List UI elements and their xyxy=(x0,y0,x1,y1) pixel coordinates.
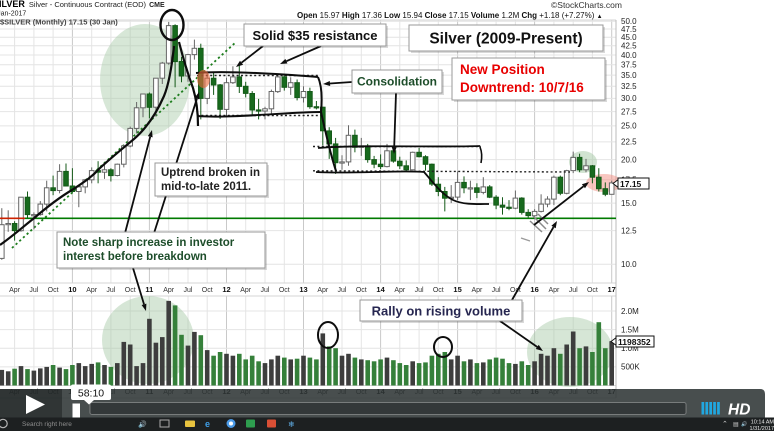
svg-text:interest before breakdown: interest before breakdown xyxy=(63,251,207,263)
svg-text:16: 16 xyxy=(530,285,538,294)
svg-text:Apr: Apr xyxy=(9,287,21,294)
svg-text:Oct: Oct xyxy=(587,287,598,294)
svg-text:Apr: Apr xyxy=(471,287,483,294)
svg-text:500K: 500K xyxy=(621,363,640,372)
svg-text:12.5: 12.5 xyxy=(621,226,637,235)
svg-text:2.0M: 2.0M xyxy=(621,307,639,316)
svg-text:1/31/2017: 1/31/2017 xyxy=(750,426,774,431)
svg-text:Downtrend: 10/7/16: Downtrend: 10/7/16 xyxy=(460,80,584,95)
svg-text:Apr: Apr xyxy=(317,287,329,294)
svg-text:$SILVER (Monthly) 17.15 (30 Ja: $SILVER (Monthly) 17.15 (30 Jan) xyxy=(0,18,118,27)
svg-text:Silver (2009-Present): Silver (2009-Present) xyxy=(429,31,582,48)
svg-text:Oct: Oct xyxy=(510,287,521,294)
svg-text:22.5: 22.5 xyxy=(621,138,637,147)
svg-text:⌃: ⌃ xyxy=(722,420,728,428)
svg-text:42.5: 42.5 xyxy=(621,42,637,51)
svg-text:🔊: 🔊 xyxy=(741,421,747,428)
svg-text:30.0: 30.0 xyxy=(621,94,637,103)
svg-text:Jul: Jul xyxy=(29,287,38,294)
svg-text:58:10: 58:10 xyxy=(78,388,104,400)
svg-text:40.0: 40.0 xyxy=(621,51,637,60)
svg-text:Apr: Apr xyxy=(86,287,98,294)
svg-text:🔊: 🔊 xyxy=(138,420,147,429)
svg-text:11: 11 xyxy=(145,285,153,294)
svg-text:Solid $35 resistance: Solid $35 resistance xyxy=(252,28,377,43)
svg-text:Jul: Jul xyxy=(492,287,501,294)
svg-text:1.5M: 1.5M xyxy=(621,325,639,334)
svg-text:10:14 AM: 10:14 AM xyxy=(751,420,774,426)
svg-text:Uptrend broken in: Uptrend broken in xyxy=(161,167,260,179)
svg-text:Note sharp increase in investo: Note sharp increase in investor xyxy=(63,237,235,249)
svg-text:Oct: Oct xyxy=(202,287,213,294)
svg-text:Oct: Oct xyxy=(433,287,444,294)
svg-text:Jul: Jul xyxy=(338,287,347,294)
svg-text:20.0: 20.0 xyxy=(621,155,637,164)
svg-text:15.0: 15.0 xyxy=(621,199,637,208)
svg-text:Jul: Jul xyxy=(415,287,424,294)
svg-text:Apr: Apr xyxy=(240,287,252,294)
svg-text:25.0: 25.0 xyxy=(621,122,637,131)
svg-text:Rally on rising volume: Rally on rising volume xyxy=(372,304,511,319)
svg-text:35.0: 35.0 xyxy=(621,71,637,80)
svg-text:▤: ▤ xyxy=(733,422,739,428)
svg-text:10: 10 xyxy=(68,285,76,294)
svg-text:37.5: 37.5 xyxy=(621,61,637,70)
svg-text:32.5: 32.5 xyxy=(621,82,637,91)
svg-text:©StockCharts.com: ©StockCharts.com xyxy=(551,0,622,10)
svg-text:1198352: 1198352 xyxy=(618,337,651,347)
svg-text:mid-to-late 2011.: mid-to-late 2011. xyxy=(161,181,251,193)
svg-text:Oct: Oct xyxy=(356,287,367,294)
svg-text:Apr: Apr xyxy=(163,287,175,294)
svg-text:47.5: 47.5 xyxy=(621,25,637,34)
svg-text:Jul: Jul xyxy=(261,287,270,294)
svg-text:10.0: 10.0 xyxy=(621,260,637,269)
svg-text:Jul: Jul xyxy=(106,287,115,294)
svg-text:e: e xyxy=(205,419,210,429)
svg-text:Oct: Oct xyxy=(48,287,59,294)
svg-text:12: 12 xyxy=(222,285,230,294)
svg-text:14: 14 xyxy=(376,285,385,294)
svg-text:15: 15 xyxy=(453,285,461,294)
svg-text:Oct: Oct xyxy=(125,287,136,294)
svg-text:❄: ❄ xyxy=(288,420,295,429)
svg-text:Jul: Jul xyxy=(569,287,578,294)
svg-text:13: 13 xyxy=(299,285,307,294)
svg-text:Consolidation: Consolidation xyxy=(357,75,437,89)
svg-text:45.0: 45.0 xyxy=(621,33,637,42)
svg-text:17.15: 17.15 xyxy=(620,179,642,189)
svg-text:Search right here: Search right here xyxy=(22,421,72,428)
svg-text:17: 17 xyxy=(608,285,616,294)
svg-text:50.0: 50.0 xyxy=(621,17,637,26)
svg-text:Apr: Apr xyxy=(548,287,560,294)
svg-text:Oct: Oct xyxy=(279,287,290,294)
svg-text:1.0M: 1.0M xyxy=(621,344,639,353)
svg-text:27.5: 27.5 xyxy=(621,107,637,116)
svg-text:HD: HD xyxy=(728,402,750,419)
svg-text:$SILVER Silver - Continuous Co: $SILVER Silver - Continuous Contract (EO… xyxy=(0,0,165,9)
svg-text:Apr: Apr xyxy=(394,287,406,294)
svg-text:31-Jan-2017: 31-Jan-2017 xyxy=(0,11,26,18)
svg-text:Open 15.97 High 17.36 Low 15.9: Open 15.97 High 17.36 Low 15.94 Close 17… xyxy=(297,11,603,20)
svg-text:New Position: New Position xyxy=(460,62,545,77)
svg-text:Jul: Jul xyxy=(184,287,193,294)
